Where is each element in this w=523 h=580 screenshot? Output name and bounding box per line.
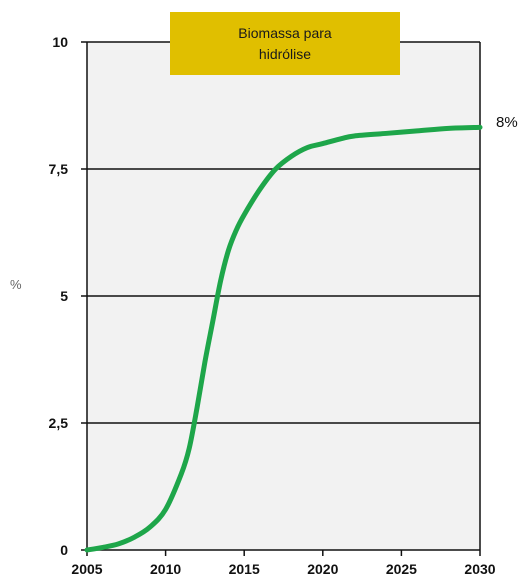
tick-labels: 2005 2010 2015 2020 2025 2030 0 2,5 5 7,5 10 bbox=[49, 34, 496, 577]
grid-lines bbox=[87, 168, 480, 424]
y-tick-label-2: 5 bbox=[60, 288, 68, 304]
y-axis-label: % bbox=[10, 277, 22, 292]
x-tick-label-4: 2025 bbox=[386, 561, 417, 577]
y-tick-label-0: 0 bbox=[60, 542, 68, 558]
title-box-bg bbox=[170, 12, 400, 75]
chart-title-line-1: Biomassa para bbox=[238, 25, 332, 41]
y-tick-label-1: 2,5 bbox=[49, 415, 69, 431]
chart-title-line-2: hidrólise bbox=[259, 46, 311, 62]
x-tick-label-2: 2015 bbox=[229, 561, 260, 577]
x-tick-label-0: 2005 bbox=[71, 561, 102, 577]
x-tick-label-1: 2010 bbox=[150, 561, 181, 577]
y-tick-label-4: 10 bbox=[52, 34, 68, 50]
end-value-label: 8% bbox=[496, 114, 518, 131]
x-tick-label-5: 2030 bbox=[464, 561, 495, 577]
title-box: Biomassa para hidrólise bbox=[170, 12, 400, 75]
y-tick-label-3: 7,5 bbox=[49, 161, 69, 177]
x-tick-label-3: 2020 bbox=[307, 561, 338, 577]
axes bbox=[81, 41, 481, 556]
series-line bbox=[84, 124, 483, 553]
